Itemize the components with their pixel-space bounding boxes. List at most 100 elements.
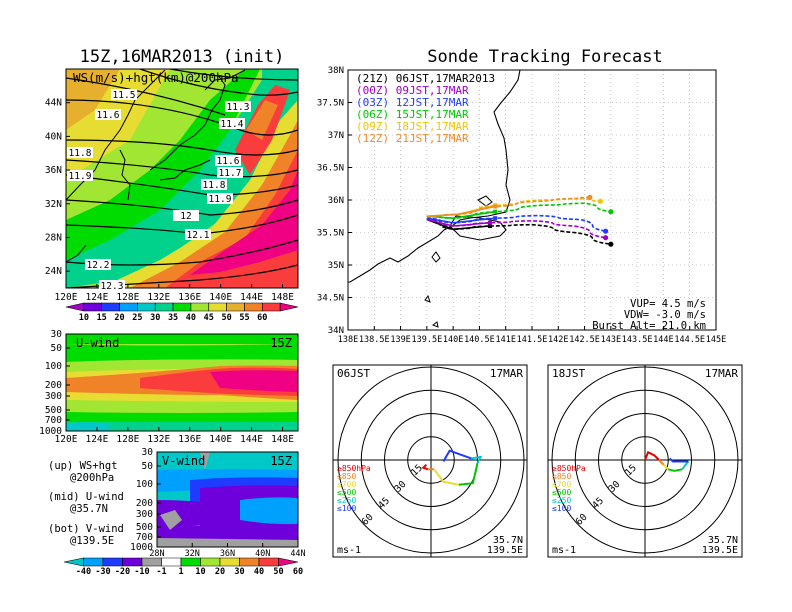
colorbar-label: 45 bbox=[204, 313, 214, 323]
lon-tick-label: 142E bbox=[548, 335, 568, 345]
u-wind-lon-axis: 120E 124E 128E 132E 136E 140E 144E 148E bbox=[55, 427, 294, 445]
colorbar-swatch bbox=[122, 557, 143, 567]
lon-tick-label: 144E bbox=[653, 335, 673, 345]
contour-label: 12 bbox=[180, 211, 191, 222]
note-mid-line1: (mid) U-wind bbox=[48, 491, 124, 503]
burst-point bbox=[493, 216, 498, 221]
hodograph-segment bbox=[471, 455, 483, 464]
contour-label-bg bbox=[67, 147, 93, 158]
lon-tick-label: 128E bbox=[116, 292, 139, 303]
lat-tick-label: 36.5N bbox=[317, 164, 344, 174]
level-legend: ≤850 bbox=[337, 472, 356, 481]
pressure-tick-label: 500 bbox=[136, 522, 153, 533]
ws-hgt-map: 11.511.611.811.911.311.411.611.711.811.9… bbox=[45, 68, 299, 303]
colorbar-swatch bbox=[102, 557, 123, 567]
hodograph-lat: 35.7N bbox=[708, 535, 738, 546]
hodograph-segment bbox=[433, 468, 460, 486]
colorbar-swatch bbox=[172, 302, 192, 312]
colorbar-label: 60 bbox=[293, 567, 303, 577]
burst-point bbox=[487, 224, 492, 228]
landing-point bbox=[608, 209, 614, 215]
hodograph-lon: 139.5E bbox=[487, 545, 523, 556]
colorbar-swatch bbox=[137, 302, 156, 312]
hodograph-frame bbox=[332, 364, 528, 558]
lat-tick-label: 35.5N bbox=[317, 229, 344, 239]
lon-tick-label: 140E bbox=[209, 292, 232, 303]
contour-label-bg bbox=[225, 101, 251, 112]
legend-entry: (06Z) 15JST,17MAR bbox=[356, 108, 469, 121]
param-vdw: VDW= -3.0 m/s bbox=[624, 309, 706, 321]
hodograph-time: 18JST bbox=[552, 367, 585, 380]
pressure-tick-label: 30 bbox=[51, 329, 63, 340]
landing-point bbox=[587, 194, 593, 200]
hodograph-unit: ms-1 bbox=[337, 545, 361, 556]
level-legend: ≤500 bbox=[337, 488, 356, 497]
colorbar-label: 40 bbox=[186, 313, 196, 323]
colorbar-wind-component: -40 -30 -20 -10 -1 1 10 20 30 40 50 60 bbox=[63, 557, 303, 577]
level-legend: ≤250 bbox=[552, 496, 571, 505]
contour-label: 11.8 bbox=[203, 180, 226, 191]
colorbar-label: -1 bbox=[156, 567, 166, 577]
colorbar-swatch bbox=[83, 302, 102, 312]
level-legend: ≤100 bbox=[337, 504, 356, 513]
contour-label: 11.3 bbox=[227, 102, 250, 113]
map-lat-axis: 44N 40N 36N 32N 28N 24N bbox=[45, 98, 70, 277]
trajectory-ascent bbox=[426, 210, 496, 220]
pressure-tick-label: 30 bbox=[142, 447, 154, 458]
hodograph-segment bbox=[421, 463, 429, 471]
colorbar-label: 50 bbox=[273, 567, 283, 577]
tracking-map: 38N 37.5N 37N 36.5N 36N 35.5N 35N 34.5N 34N 138E… bbox=[317, 66, 726, 345]
legend-entry: (12Z) 21JST,17MAR bbox=[356, 132, 469, 145]
hodograph-lon: 139.5E bbox=[702, 545, 738, 556]
level-legend: ≤100 bbox=[552, 504, 571, 513]
colorbar-label: 30 bbox=[234, 567, 244, 577]
landing-point bbox=[603, 235, 609, 241]
pressure-tick-label: 50 bbox=[51, 343, 63, 354]
lon-tick-label: 136E bbox=[178, 292, 201, 303]
tracking-legend: (21Z) 06JST,17MAR2013(00Z) 09JST,17MAR(0… bbox=[356, 72, 495, 145]
trajectory-line bbox=[426, 196, 590, 218]
level-legend: ≤500 bbox=[552, 488, 571, 497]
lon-tick-label: 139.5E bbox=[411, 335, 442, 345]
lon-tick-label: 148E bbox=[271, 292, 294, 303]
lat-tick-label: 32N bbox=[45, 199, 62, 210]
contour-labels: 11.511.611.811.911.311.411.611.711.811.9… bbox=[67, 89, 251, 292]
contour-label-bg bbox=[111, 89, 137, 100]
burst-point bbox=[493, 204, 498, 209]
u-wind-time: 15Z bbox=[270, 336, 292, 350]
trajectory-ascent bbox=[426, 217, 496, 224]
note-bot-line1: (bot) V-wind bbox=[48, 523, 124, 535]
contour-label: 11.6 bbox=[217, 156, 240, 167]
colorbar-label: -30 bbox=[95, 567, 110, 577]
landing-point bbox=[608, 241, 614, 247]
contour-label: 11.8 bbox=[69, 148, 92, 159]
lon-tick-label: 140E bbox=[209, 434, 232, 445]
lat-tick-label: 38N bbox=[328, 66, 344, 76]
colorbar-swatch bbox=[239, 557, 260, 567]
colorbar-label: 30 bbox=[150, 313, 160, 323]
contour-label-bg bbox=[219, 118, 245, 129]
lon-tick-label: 138E bbox=[338, 335, 358, 345]
trajectory-ascent bbox=[426, 205, 496, 218]
note-bot-line2: @139.5E bbox=[70, 535, 114, 547]
colorbar-wind-speed: 10 15 20 25 30 35 40 45 50 55 60 bbox=[65, 302, 299, 323]
pressure-tick-label: 1000 bbox=[130, 542, 153, 553]
tracking-lat-axis: 38N 37.5N 37N 36.5N 36N 35.5N 35N 34.5N 34N bbox=[317, 66, 352, 336]
lat-tick-label: 36N bbox=[328, 196, 344, 206]
hodograph-segment bbox=[668, 468, 683, 472]
colorbar-swatch bbox=[226, 302, 245, 312]
pressure-tick-label: 500 bbox=[45, 405, 62, 416]
lon-tick-label: 142.5E bbox=[569, 335, 600, 345]
colorbar-label: 50 bbox=[221, 313, 231, 323]
colorbar-swatch bbox=[180, 557, 201, 567]
pressure-tick-label: 50 bbox=[142, 461, 154, 472]
level-legend: ≤700 bbox=[337, 480, 356, 489]
trajectory-lines bbox=[426, 194, 614, 247]
contour-label-bg bbox=[201, 179, 227, 190]
tracking-grid bbox=[348, 70, 716, 330]
tracking-title: Sonde Tracking Forecast bbox=[427, 47, 662, 67]
